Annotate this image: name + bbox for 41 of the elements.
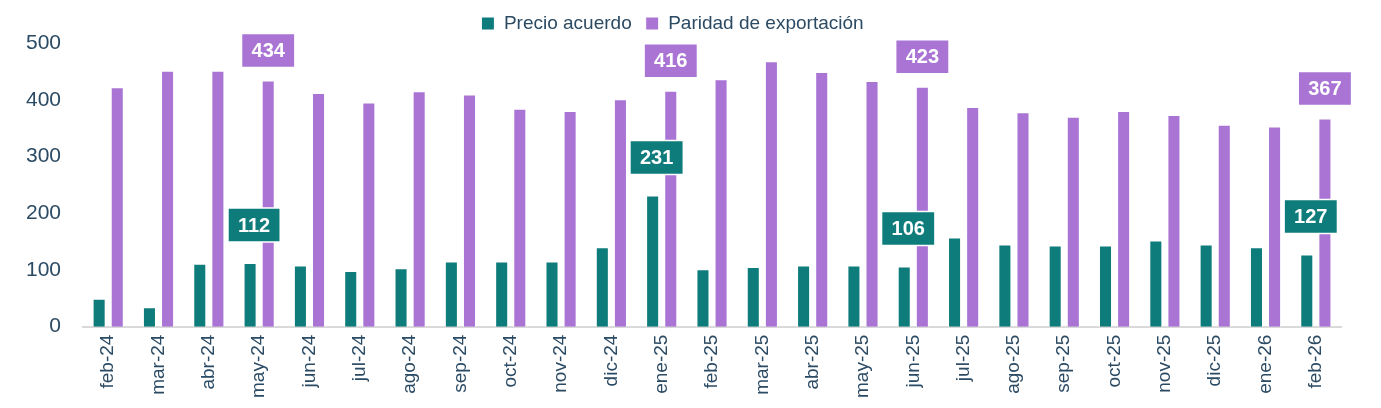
x-tick-label: oct-25 bbox=[1102, 334, 1124, 388]
x-tick-label: jun-25 bbox=[901, 334, 923, 389]
x-tick-label: mar-25 bbox=[750, 334, 772, 395]
x-tick-label: dic-24 bbox=[599, 334, 621, 387]
data-label: 127 bbox=[1294, 205, 1328, 228]
x-tick-label: may-24 bbox=[247, 334, 269, 398]
x-tick-label: may-25 bbox=[851, 334, 873, 398]
x-tick-label: ene-25 bbox=[649, 334, 671, 394]
y-tick-label: 100 bbox=[25, 256, 62, 280]
data-label: 416 bbox=[654, 49, 688, 72]
x-tick-label: oct-24 bbox=[498, 334, 520, 388]
y-tick-label: 300 bbox=[25, 143, 62, 167]
data-label: 106 bbox=[891, 217, 925, 240]
legend-label: Paridad de exportación bbox=[668, 11, 864, 33]
legend-label: Precio acuerdo bbox=[503, 11, 632, 33]
data-label: 423 bbox=[905, 45, 940, 68]
x-tick-label: nov-24 bbox=[549, 334, 571, 393]
data-label: 367 bbox=[1308, 76, 1342, 99]
x-tick-label: jul-25 bbox=[951, 334, 973, 383]
x-tick-label: abr-25 bbox=[800, 334, 822, 390]
x-tick-label: sep-24 bbox=[448, 334, 470, 393]
x-tick-label: nov-25 bbox=[1153, 334, 1175, 393]
x-tick-label: jul-24 bbox=[348, 334, 370, 383]
y-tick-label: 500 bbox=[25, 29, 62, 53]
x-tick-label: feb-26 bbox=[1304, 334, 1326, 389]
x-tick-label: dic-25 bbox=[1203, 334, 1225, 387]
x-tick-label: abr-24 bbox=[197, 334, 219, 390]
x-tick-label: sep-25 bbox=[1052, 334, 1074, 393]
y-tick-label: 0 bbox=[49, 313, 62, 337]
y-tick-label: 200 bbox=[25, 199, 62, 223]
x-tick-label: ago-24 bbox=[398, 334, 420, 394]
x-tick-label: ago-25 bbox=[1002, 334, 1024, 394]
x-tick-label: jun-24 bbox=[297, 334, 319, 389]
data-label: 434 bbox=[251, 38, 286, 61]
data-label: 231 bbox=[639, 146, 674, 169]
data-label: 112 bbox=[237, 213, 271, 236]
x-tick-label: mar-24 bbox=[146, 334, 168, 395]
x-tick-label: feb-25 bbox=[700, 334, 722, 389]
y-tick-label: 400 bbox=[25, 86, 62, 110]
x-tick-label: ene-26 bbox=[1253, 334, 1275, 394]
x-tick-label: feb-24 bbox=[96, 334, 118, 389]
